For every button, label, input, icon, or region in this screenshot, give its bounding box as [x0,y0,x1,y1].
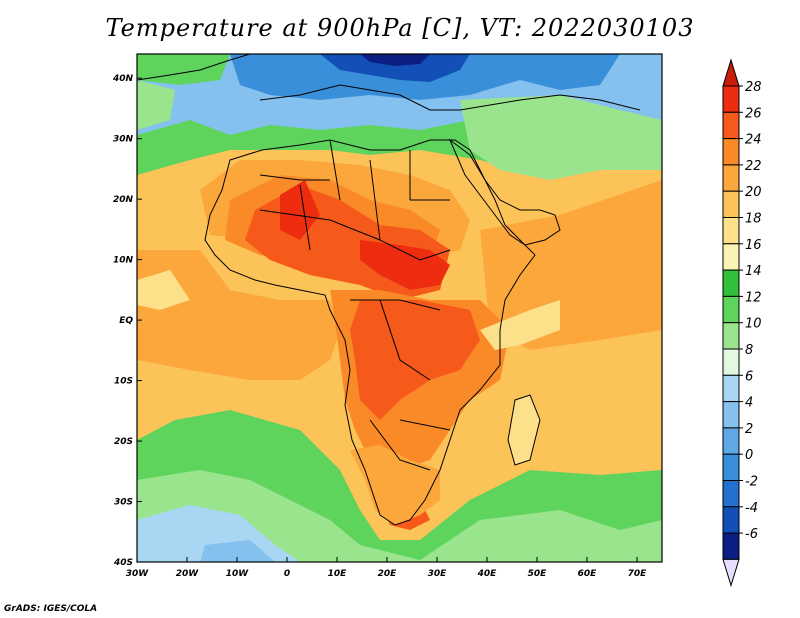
colorbar-label: 10 [745,317,762,332]
colorbar-label: 22 [745,159,762,174]
temperature-field [137,54,662,562]
colorbar-swatch [722,506,740,534]
lon-tick-label: 70E [628,569,648,579]
colorbar-swatch [722,269,740,297]
colorbar-swatch [722,480,740,508]
colorbar-label: 12 [745,290,762,305]
colorbar-swatch [722,532,740,560]
longitude-axis: 30W 20W 10W 0 10E 20E 30E 40E 50E 60E 70E [126,557,647,579]
colorbar-label: 26 [745,106,762,121]
lat-tick-label: 30N [113,135,134,145]
colorbar-label: -6 [745,527,758,542]
colorbar-label: 20 [745,185,762,200]
colorbar-swatch [722,348,740,376]
colorbar-swatch [722,243,740,271]
colorbar-swatch [722,374,740,403]
colorbar-label: 16 [745,238,762,253]
map-title: Temperature at 900hPa [C], VT: 202203010… [105,14,695,42]
colorbar-swatch [722,111,740,140]
lon-tick-label: 20E [378,569,398,579]
grads-credit: GrADS: IGES/COLA [4,604,98,614]
colorbar-label: -2 [745,475,758,490]
lon-tick-label: 10W [226,569,250,579]
colorbar-top-arrow [722,58,740,87]
colorbar-swatch [722,138,740,166]
lon-tick-label: 50E [528,569,548,579]
lon-tick-label: 60E [578,569,598,579]
lon-tick-label: 30E [428,569,448,579]
coastline-and-borders [137,54,641,526]
lon-tick-label: 0 [284,569,290,579]
colorbar-swatch [722,85,740,113]
lat-tick-label: 10S [114,377,133,387]
map-frame [136,53,663,563]
colorbar-label: 14 [745,264,762,279]
colorbar-swatch [722,401,740,429]
lat-tick-label: 20N [113,195,134,205]
colorbar-label: 2 [745,422,753,437]
colorbar-swatch [722,190,740,218]
colorbar-label: 4 [745,396,753,411]
colorbar-label: 18 [745,212,762,227]
colorbar-bottom-arrow [722,558,740,588]
colorbar-swatch [722,453,740,482]
lat-tick-label: 30S [114,498,133,508]
colorbar-label: 8 [745,343,753,358]
colorbar-swatch [722,217,740,245]
lat-tick-label: 10N [113,256,134,266]
colorbar-label: 24 [745,133,762,148]
lat-tick-label: 40N [112,74,134,84]
lat-tick-label: 20S [114,437,133,447]
latitude-axis: 40N 30N 20N 10N EQ 10S 20S 30S 40S [112,74,142,568]
lon-tick-label: 10E [328,569,348,579]
lat-tick-label: 40S [113,558,133,568]
colorbar-swatch [722,427,740,455]
colorbar-label: -4 [745,501,758,516]
colorbar-label: 28 [745,80,762,95]
colorbar-swatch [722,295,740,324]
lon-tick-label: 20W [176,569,200,579]
colorbar-label: 6 [745,369,753,384]
lat-tick-label: EQ [119,316,133,326]
colorbar-label: 0 [745,448,753,463]
colorbar-swatch [722,322,740,350]
lon-tick-label: 40E [477,569,498,579]
lon-tick-label: 30W [126,569,150,579]
colorbar-swatch [722,164,740,192]
